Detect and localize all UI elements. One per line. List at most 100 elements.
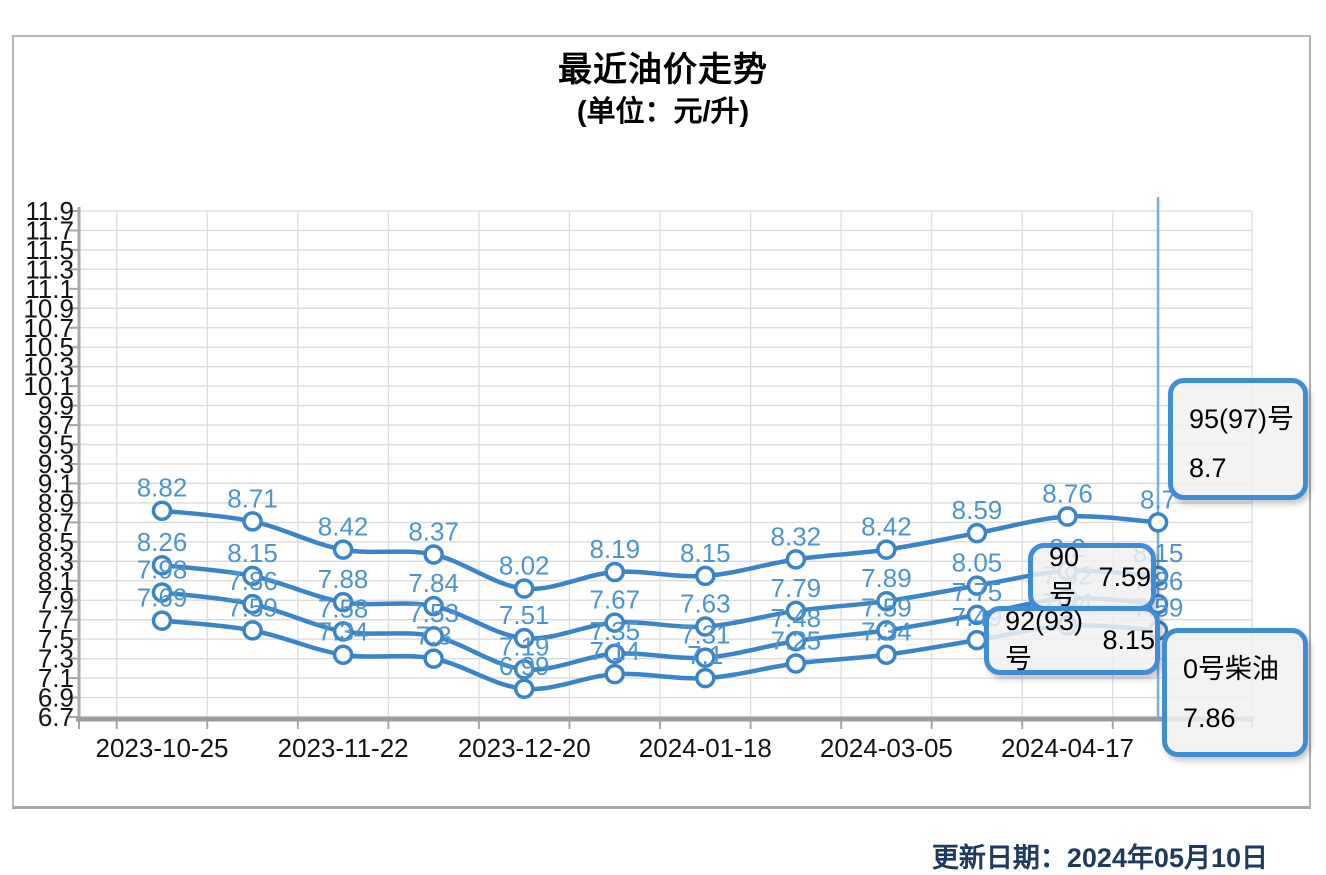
y-axis-label: 8.1 <box>38 566 74 596</box>
y-axis-label: 6.9 <box>38 683 74 713</box>
y-axis-label: 9.5 <box>38 430 74 460</box>
data-point-marker[interactable] <box>876 539 897 560</box>
data-point-marker[interactable] <box>785 653 807 674</box>
data-point-marker[interactable] <box>513 659 535 680</box>
data-point-label: 7.89 <box>861 563 912 593</box>
data-point-marker[interactable] <box>966 575 988 596</box>
y-axis-label: 11.9 <box>25 196 74 226</box>
data-point-marker[interactable] <box>785 630 807 652</box>
data-point-marker[interactable] <box>513 627 535 649</box>
data-point-marker[interactable] <box>604 643 625 664</box>
data-point-marker[interactable] <box>242 565 263 587</box>
y-axis-label: 9.1 <box>38 468 74 498</box>
tooltip-series-value: 7.86 <box>1183 703 1236 733</box>
data-point-marker[interactable] <box>876 590 897 612</box>
tooltip-0-diesel: 0号柴油 7.86 <box>1162 628 1308 757</box>
data-point-marker[interactable] <box>332 644 354 665</box>
data-point-label: 8.19 <box>589 534 640 564</box>
chart-subtitle: (单位：元/升) <box>576 96 750 128</box>
tooltip-series-value: 8.7 <box>1189 453 1227 483</box>
data-point-marker[interactable] <box>423 648 444 669</box>
data-point-label: 8.32 <box>771 521 822 551</box>
data-point-marker[interactable] <box>604 612 625 633</box>
data-point-marker[interactable] <box>1147 512 1169 533</box>
y-axis-label: 9.9 <box>38 391 74 421</box>
data-point-marker[interactable] <box>604 663 625 685</box>
data-point-marker[interactable] <box>966 522 988 544</box>
data-point-marker[interactable] <box>242 620 263 641</box>
data-point-label: 7.84 <box>408 568 459 598</box>
data-point-marker[interactable] <box>151 582 173 603</box>
data-point-marker[interactable] <box>332 621 354 642</box>
data-point-marker[interactable] <box>604 561 625 583</box>
x-axis-label: 2023-10-25 <box>96 733 229 763</box>
data-point-label: 7.35 <box>589 616 640 646</box>
tooltip-series-name: 90号 <box>1049 542 1080 610</box>
y-axis-label: 10.7 <box>23 313 74 343</box>
data-point-label: 7.58 <box>318 593 369 623</box>
data-point-marker[interactable] <box>785 549 807 570</box>
data-point-marker[interactable] <box>513 578 535 599</box>
data-point-marker[interactable] <box>332 539 354 560</box>
data-point-label: 7.3 <box>416 621 452 651</box>
data-point-marker[interactable] <box>876 644 897 665</box>
y-axis-label: 11.3 <box>25 254 74 284</box>
y-axis-label: 10.1 <box>23 371 74 401</box>
data-point-marker[interactable] <box>695 565 716 587</box>
tooltip-series-name: 0号柴油 <box>1183 654 1280 684</box>
data-point-label: 7.34 <box>318 617 369 647</box>
data-point-marker[interactable] <box>151 500 173 521</box>
data-point-label: 7.51 <box>499 600 550 630</box>
data-point-label: 7.88 <box>318 564 369 594</box>
data-point-marker[interactable] <box>332 591 354 613</box>
data-point-marker[interactable] <box>695 667 716 689</box>
data-point-marker[interactable] <box>513 678 535 700</box>
data-point-marker[interactable] <box>423 625 444 647</box>
data-point-label: 8.42 <box>861 512 912 542</box>
data-point-marker[interactable] <box>151 554 173 576</box>
y-axis-label: 8.5 <box>38 527 74 557</box>
y-axis-label: 10.5 <box>23 332 74 362</box>
y-axis-label: 9.7 <box>38 410 74 440</box>
data-point-label: 8.02 <box>499 551 550 581</box>
data-point-marker[interactable] <box>1057 506 1078 527</box>
data-point-marker[interactable] <box>423 544 444 565</box>
x-axis-label: 2024-04-17 <box>1001 733 1134 763</box>
data-point-marker[interactable] <box>876 620 897 641</box>
tooltip-95-97: 95(97)号 8.7 <box>1168 378 1308 500</box>
chart-frame <box>12 35 1311 809</box>
data-point-marker[interactable] <box>695 647 716 668</box>
y-axis-label: 8.7 <box>38 507 74 537</box>
data-point-label: 7.63 <box>680 589 731 619</box>
data-point-marker[interactable] <box>151 610 173 631</box>
data-point-label: 7.75 <box>952 577 1003 607</box>
data-point-marker[interactable] <box>966 629 988 651</box>
x-axis-label: 2024-01-18 <box>639 733 772 763</box>
data-point-marker[interactable] <box>785 600 807 622</box>
data-point-marker[interactable] <box>242 511 263 532</box>
data-point-label: 8.37 <box>408 516 459 546</box>
y-axis-label: 7.1 <box>38 663 74 693</box>
data-point-label: 7.25 <box>771 625 822 655</box>
y-axis-label: 11.5 <box>25 235 74 265</box>
data-point-label: 8.59 <box>952 495 1003 525</box>
y-axis-label: 7.5 <box>38 624 74 654</box>
tooltip-92-93: 92(93)号 8.15 <box>984 606 1160 675</box>
data-point-label: 8.26 <box>137 527 188 557</box>
update-date: 更新日期：2024年05月10日 <box>931 843 1268 873</box>
data-point-label: 8.76 <box>1042 479 1093 509</box>
data-point-label: 7.53 <box>408 598 459 628</box>
tooltip-series-name: 92(93)号 <box>1005 605 1084 674</box>
y-axis-label: 7.3 <box>38 644 74 674</box>
data-point-marker[interactable] <box>695 616 716 637</box>
data-point-marker[interactable] <box>242 593 263 615</box>
data-point-label: 8.15 <box>680 538 731 568</box>
tooltip-series-name: 95(97)号 <box>1189 404 1295 434</box>
y-axis-label: 8.9 <box>38 488 74 518</box>
data-point-label: 8.05 <box>952 548 1003 578</box>
data-point-label: 7.14 <box>589 636 640 666</box>
y-axis-label: 10.9 <box>23 293 74 323</box>
data-point-marker[interactable] <box>423 595 444 617</box>
data-point-label: 7.67 <box>589 585 640 615</box>
